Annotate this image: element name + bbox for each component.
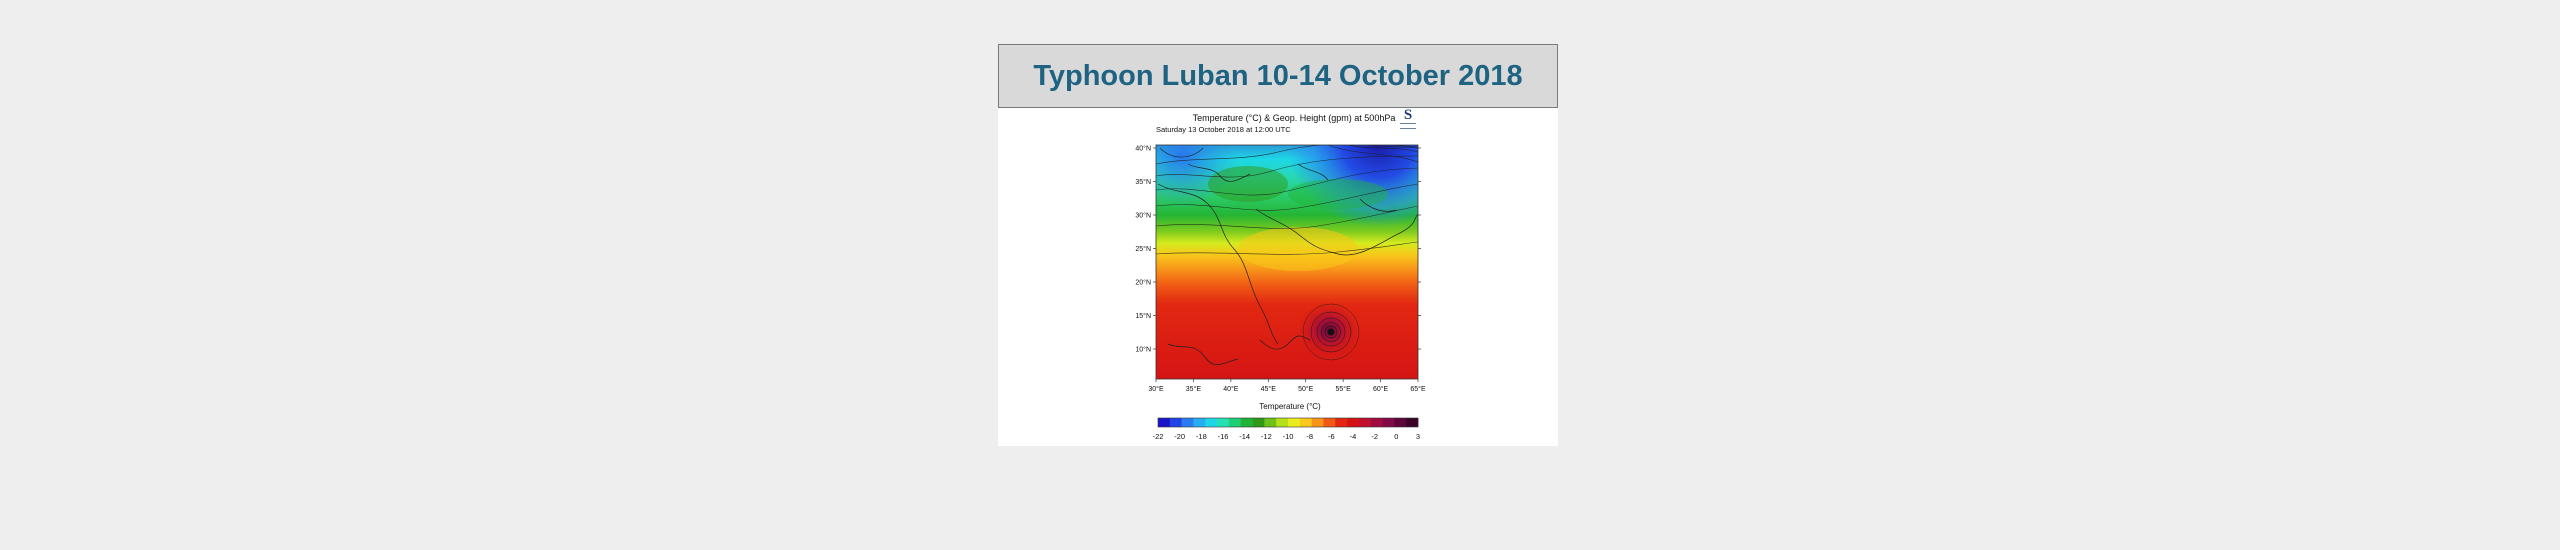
slide-panel: Typhoon Luban 10-14 October 2018 bbox=[998, 44, 1558, 446]
colorbar-swatch bbox=[1217, 418, 1230, 427]
map-frame bbox=[1155, 144, 1419, 380]
colorbar-swatch bbox=[1288, 418, 1301, 427]
typhoon-center bbox=[1302, 303, 1360, 361]
colorbar-swatch bbox=[1181, 418, 1194, 427]
colorbar-label: -4 bbox=[1349, 432, 1357, 441]
weather-map: 40°N 35°N 30°N 25°N 20°N 15°N 10°N 30°E 35°E 40°… bbox=[1135, 144, 1426, 428]
lat-tick-label: 40°N bbox=[1135, 145, 1151, 153]
colorbar-label: -18 bbox=[1195, 432, 1207, 441]
lat-tick-label: 35°N bbox=[1135, 178, 1151, 186]
logo-letter: S bbox=[1403, 107, 1413, 123]
colorbar-label: -14 bbox=[1239, 432, 1251, 441]
colorbar-swatch bbox=[1299, 418, 1312, 427]
map-subtitle: Saturday 13 October 2018 at 12:00 UTC bbox=[1156, 125, 1291, 134]
map-plot-area bbox=[1156, 145, 1418, 379]
colorbar-swatch bbox=[1358, 418, 1372, 427]
colorbar-swatch bbox=[1240, 418, 1253, 427]
lat-tick-label: 15°N bbox=[1135, 312, 1151, 320]
lon-tick-label: 40°E bbox=[1223, 385, 1239, 393]
colorbar-label: -8 bbox=[1306, 432, 1313, 441]
lon-tick-label: 60°E bbox=[1373, 385, 1389, 393]
coastlines bbox=[1157, 163, 1418, 365]
colorbar-swatch bbox=[1264, 418, 1277, 427]
map-title: Temperature (°C) & Geop. Height (gpm) at… bbox=[1192, 113, 1396, 123]
colorbar-swatch bbox=[1335, 418, 1348, 427]
colorbar-swatch bbox=[1276, 418, 1289, 427]
colorbar-label: 3 bbox=[1415, 432, 1421, 441]
colorbar-frame bbox=[1157, 417, 1419, 428]
colorbar bbox=[1157, 417, 1419, 428]
agency-logo: S bbox=[1396, 107, 1420, 129]
colorbar-swatch bbox=[1169, 418, 1182, 427]
colorbar-swatch bbox=[1370, 418, 1383, 427]
colorbar-label: -10 bbox=[1282, 432, 1294, 441]
lon-tick-label: 45°E bbox=[1261, 385, 1277, 393]
lat-tick-label: 30°N bbox=[1135, 212, 1151, 220]
colorbar-swatch bbox=[1158, 418, 1171, 427]
colorbar-swatch bbox=[1193, 418, 1206, 427]
height-contours bbox=[1156, 145, 1418, 255]
colorbar-title: Temperature (°C) bbox=[1259, 402, 1321, 411]
lon-tick-label: 50°E bbox=[1298, 385, 1314, 393]
lat-tick-label: 25°N bbox=[1135, 245, 1151, 253]
colorbar-swatch bbox=[1323, 418, 1336, 427]
colorbar-label: -12 bbox=[1260, 432, 1272, 441]
colorbar-swatch bbox=[1228, 418, 1242, 427]
colorbar-label: -16 bbox=[1217, 432, 1229, 441]
colorbar-swatch bbox=[1347, 418, 1360, 427]
colorbar-label: -6 bbox=[1327, 432, 1335, 441]
colorbar-label: -22 bbox=[1152, 432, 1164, 441]
lon-tick-label: 35°E bbox=[1186, 385, 1202, 393]
colorbar-swatch bbox=[1394, 418, 1407, 427]
colorbar-label: -20 bbox=[1174, 432, 1186, 441]
colorbar-swatch bbox=[1382, 418, 1395, 427]
colorbar-swatch bbox=[1252, 418, 1265, 427]
title-bar: Typhoon Luban 10-14 October 2018 bbox=[998, 44, 1558, 108]
slide-title: Typhoon Luban 10-14 October 2018 bbox=[1033, 59, 1523, 92]
lon-tick-label: 55°E bbox=[1336, 385, 1352, 393]
lat-tick-label: 20°N bbox=[1135, 279, 1151, 287]
lon-tick-label: 30°E bbox=[1148, 385, 1164, 393]
logo-lines bbox=[1400, 123, 1416, 129]
lon-tick-label: 65°E bbox=[1410, 385, 1426, 393]
colorbar-swatch bbox=[1205, 418, 1218, 427]
latitude-ticks: 40°N 35°N 30°N 25°N 20°N 15°N 10°N bbox=[1135, 145, 1421, 354]
colorbar-swatch bbox=[1311, 418, 1324, 427]
colorbar-swatch bbox=[1406, 418, 1419, 427]
lat-tick-label: 10°N bbox=[1135, 346, 1151, 354]
colorbar-label: 0 bbox=[1394, 432, 1399, 441]
colorbar-label: -2 bbox=[1371, 432, 1378, 441]
longitude-ticks: 30°E 35°E 40°E 45°E 50°E 55°E 60°E 65°E bbox=[1148, 379, 1426, 393]
